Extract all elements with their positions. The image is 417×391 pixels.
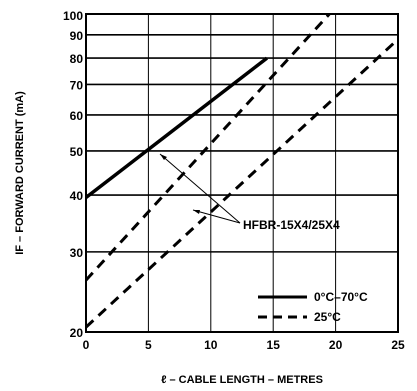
x-tick-label-10: 10 [204, 338, 218, 352]
y-tick-label-30: 30 [70, 246, 84, 260]
y-tick-label-50: 50 [70, 145, 84, 159]
plot-frame [85, 13, 399, 333]
y-tick-label-60: 60 [70, 109, 84, 123]
series-line-25c-upper [84, 12, 331, 282]
y-tick-label-20: 20 [70, 326, 84, 340]
x-tick-label-0: 0 [83, 338, 90, 352]
y-axis-title: IF – FORWARD CURRENT (mA) [14, 91, 26, 255]
x-axis-title: ℓ – CABLE LENGTH – METRES [161, 374, 323, 386]
grid [86, 14, 398, 332]
series-lines [84, 12, 400, 329]
y-tick-label-70: 70 [70, 78, 84, 92]
y-tick-label-80: 80 [70, 52, 84, 66]
x-tick-label-5: 5 [145, 338, 152, 352]
y-tick-label-40: 40 [70, 189, 84, 203]
legend-label-2: 25°C [314, 310, 341, 324]
annotation-arrowhead-1 [160, 154, 167, 160]
annotation-label: HFBR-15X4/25X4 [243, 218, 340, 232]
x-tick-label-15: 15 [267, 338, 281, 352]
y-tick-labels: 20 30 40 50 60 70 80 90 100 [63, 9, 83, 340]
annotation-arrowhead-2 [193, 210, 200, 214]
annotation: HFBR-15X4/25X4 [159, 153, 340, 232]
x-tick-label-20: 20 [329, 338, 343, 352]
series-line-25c-lower [84, 38, 400, 329]
annotation-arrow-2 [192, 209, 241, 224]
x-tick-labels: 0 5 10 15 20 25 [83, 338, 405, 352]
y-tick-label-90: 90 [70, 29, 84, 43]
series-line-0c-70c [84, 56, 269, 199]
y-tick-label-100: 100 [63, 9, 83, 23]
legend-label-1: 0°C–70°C [314, 290, 368, 304]
annotation-arrow-1 [159, 153, 241, 224]
legend: 0°C–70°C 25°C [258, 290, 368, 324]
x-tick-label-25: 25 [391, 338, 405, 352]
